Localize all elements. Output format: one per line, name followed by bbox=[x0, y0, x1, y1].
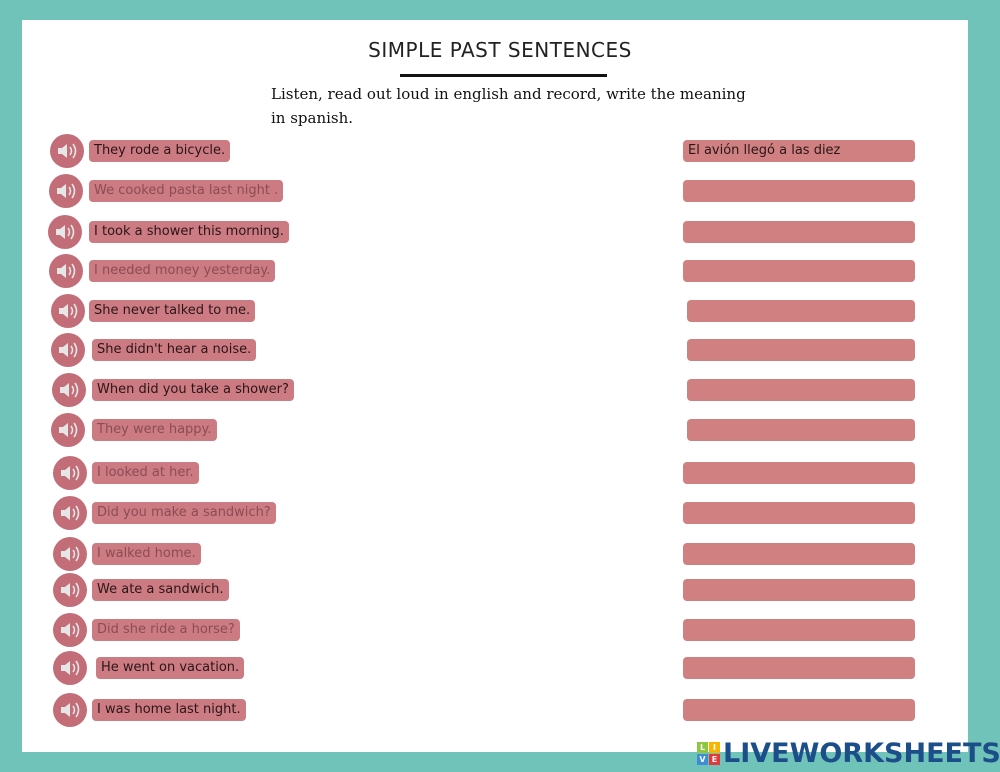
sentence-label: We cooked pasta last night . bbox=[89, 180, 284, 202]
sentence-label: I was home last night. bbox=[92, 699, 246, 721]
instructions: Listen, read out loud in english and rec… bbox=[271, 85, 746, 127]
sentence-label: I needed money yesterday. bbox=[89, 260, 276, 282]
play-audio-button[interactable] bbox=[48, 215, 82, 249]
speaker-icon bbox=[61, 660, 80, 676]
sentence-label: I looked at her. bbox=[92, 462, 199, 484]
answer-input[interactable]: El avión llegó a las diez bbox=[683, 140, 915, 162]
sentence-label: They rode a bicycle. bbox=[89, 140, 231, 162]
play-audio-button[interactable] bbox=[53, 496, 87, 530]
sentence-label: I took a shower this morning. bbox=[89, 221, 289, 243]
sentence-label: We ate a sandwich. bbox=[92, 579, 229, 601]
speaker-icon bbox=[59, 342, 78, 358]
title-underline bbox=[400, 74, 607, 77]
play-audio-button[interactable] bbox=[53, 456, 87, 490]
speaker-icon bbox=[59, 303, 78, 319]
play-audio-button[interactable] bbox=[53, 613, 87, 647]
sentence-label: He went on vacation. bbox=[96, 657, 245, 679]
logo-text: LIVEWORKSHEETS bbox=[723, 738, 1000, 769]
sentence-label: She never talked to me. bbox=[89, 300, 256, 322]
logo-block: L bbox=[697, 742, 708, 753]
speaker-icon bbox=[59, 422, 78, 438]
sentence-label: I walked home. bbox=[92, 543, 201, 565]
logo-block: E bbox=[709, 754, 720, 765]
play-audio-button[interactable] bbox=[51, 333, 85, 367]
logo-block: I bbox=[709, 742, 720, 753]
answer-input[interactable] bbox=[683, 462, 915, 484]
sentence-label: Did you make a sandwich? bbox=[92, 502, 276, 524]
sentence-label: When did you take a shower? bbox=[92, 379, 294, 401]
answer-input[interactable] bbox=[683, 579, 915, 601]
speaker-icon bbox=[58, 143, 77, 159]
answer-input[interactable] bbox=[683, 619, 915, 641]
liveworksheets-logo: L I V E LIVEWORKSHEETS bbox=[697, 738, 1000, 769]
answer-input[interactable] bbox=[683, 502, 915, 524]
answer-input[interactable] bbox=[683, 543, 915, 565]
sentence-label: They were happy. bbox=[92, 419, 217, 441]
answer-input[interactable] bbox=[683, 699, 915, 721]
answer-input[interactable] bbox=[687, 300, 915, 322]
sentence-label: Did she ride a horse? bbox=[92, 619, 240, 641]
play-audio-button[interactable] bbox=[53, 651, 87, 685]
speaker-icon bbox=[61, 622, 80, 638]
answer-input[interactable] bbox=[683, 260, 915, 282]
answer-input[interactable] bbox=[687, 339, 915, 361]
play-audio-button[interactable] bbox=[51, 413, 85, 447]
speaker-icon bbox=[60, 382, 79, 398]
speaker-icon bbox=[61, 702, 80, 718]
speaker-icon bbox=[61, 582, 80, 598]
answer-input[interactable] bbox=[687, 419, 915, 441]
speaker-icon bbox=[61, 465, 80, 481]
play-audio-button[interactable] bbox=[50, 134, 84, 168]
play-audio-button[interactable] bbox=[53, 693, 87, 727]
play-audio-button[interactable] bbox=[51, 294, 85, 328]
speaker-icon bbox=[61, 505, 80, 521]
play-audio-button[interactable] bbox=[53, 537, 87, 571]
logo-blocks: L I V E bbox=[697, 742, 720, 765]
play-audio-button[interactable] bbox=[49, 254, 83, 288]
answer-input[interactable] bbox=[683, 657, 915, 679]
speaker-icon bbox=[57, 263, 76, 279]
answer-input[interactable] bbox=[687, 379, 915, 401]
sentence-label: She didn't hear a noise. bbox=[92, 339, 257, 361]
answer-input[interactable] bbox=[683, 180, 915, 202]
speaker-icon bbox=[56, 224, 75, 240]
play-audio-button[interactable] bbox=[52, 373, 86, 407]
logo-block: V bbox=[697, 754, 708, 765]
play-audio-button[interactable] bbox=[53, 573, 87, 607]
page-title: SIMPLE PAST SENTENCES bbox=[368, 38, 632, 62]
play-audio-button[interactable] bbox=[49, 174, 83, 208]
speaker-icon bbox=[61, 546, 80, 562]
speaker-icon bbox=[57, 183, 76, 199]
answer-input[interactable] bbox=[683, 221, 915, 243]
